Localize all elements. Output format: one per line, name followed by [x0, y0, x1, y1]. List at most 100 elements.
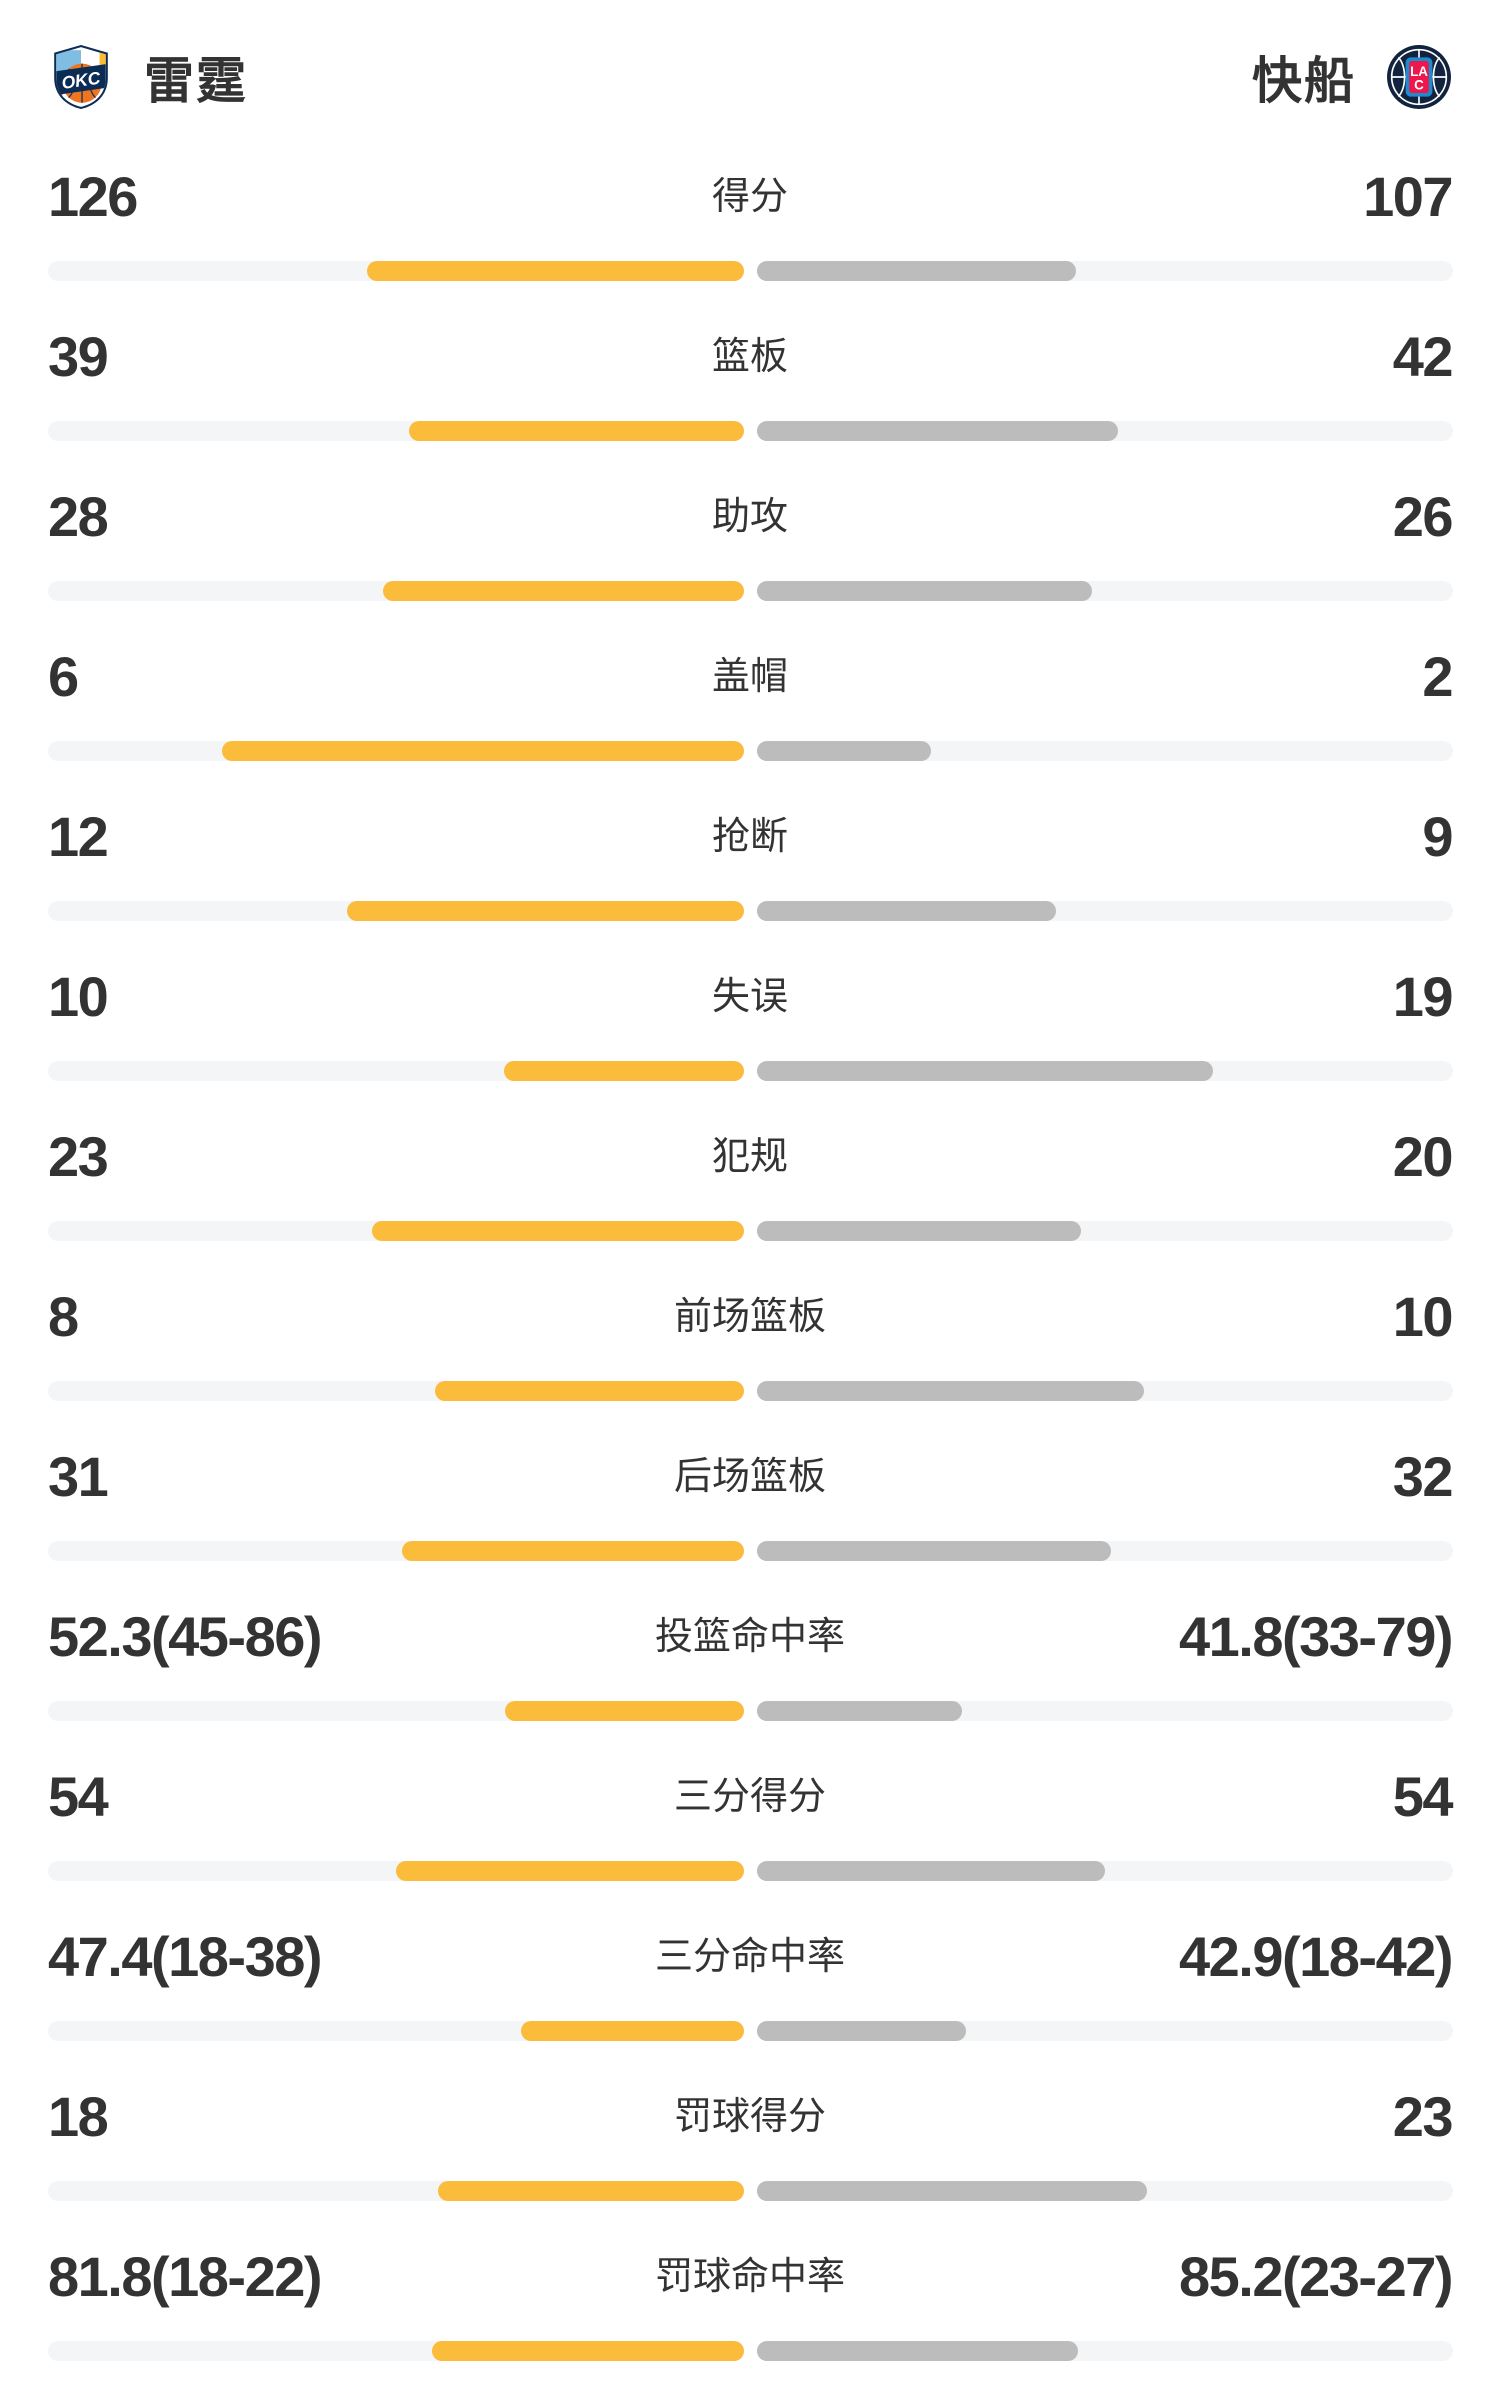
right-bar-track [757, 1221, 1453, 1241]
stat-right-value: 32 [1392, 1445, 1454, 1508]
stat-left-value: 54 [48, 1765, 109, 1828]
stat-label: 前场篮板 [673, 1296, 827, 1338]
right-bar-fill [757, 1861, 1105, 1881]
left-bar-fill [382, 581, 744, 601]
stat-row-fouls: 23 犯规 20 [0, 1090, 1500, 1250]
right-bar-fill [757, 581, 1092, 601]
right-bar-track [757, 1861, 1453, 1881]
left-bar-track [48, 1541, 744, 1561]
stat-row-field-goal-pct: 52.3(45-86) 投篮命中率 41.8(33-79) [0, 1570, 1500, 1730]
stat-left-value: 8 [48, 1285, 79, 1348]
stat-right-value: 85.2(23-27) [1178, 2245, 1454, 2308]
stat-right-value: 42.9(18-42) [1178, 1925, 1454, 1988]
left-bar-track [48, 1861, 744, 1881]
stat-right-value: 9 [1422, 805, 1453, 868]
left-bar-track [48, 581, 744, 601]
stat-row-turnovers: 10 失误 19 [0, 930, 1500, 1090]
left-bar-track [48, 261, 744, 281]
stat-right-value: 20 [1392, 1125, 1454, 1188]
stat-left-value: 81.8(18-22) [48, 2245, 323, 2308]
right-bar-track [757, 421, 1453, 441]
stat-label: 得分 [711, 176, 789, 218]
stat-row-defensive-rebounds: 31 后场篮板 32 [0, 1410, 1500, 1570]
left-bar-fill [432, 2341, 744, 2361]
stat-left-value: 47.4(18-38) [48, 1925, 323, 1988]
stat-label: 罚球得分 [673, 2096, 827, 2138]
right-bar-track [757, 901, 1453, 921]
right-bar-fill [757, 2021, 966, 2041]
la-clippers-logo-icon: LA C [1386, 44, 1452, 110]
stat-left-value: 52.3(45-86) [48, 1605, 323, 1668]
right-bar-fill [757, 1061, 1213, 1081]
left-bar-fill [438, 2181, 744, 2201]
team-left[interactable]: OKC 雷霆 [48, 41, 248, 113]
team-left-name: 雷霆 [144, 53, 248, 109]
stat-row-three-point-points: 54 三分得分 54 [0, 1730, 1500, 1890]
stat-row-rebounds: 39 篮板 42 [0, 290, 1500, 450]
stat-label: 篮板 [711, 336, 789, 378]
left-bar-fill [371, 1221, 744, 1241]
stat-row-assists: 28 助攻 26 [0, 450, 1500, 610]
stat-label: 犯规 [711, 1136, 789, 1178]
right-bar-track [757, 2021, 1453, 2041]
stat-right-value: 41.8(33-79) [1178, 1605, 1454, 1668]
stat-left-value: 31 [48, 1445, 109, 1508]
left-bar-fill [505, 1701, 744, 1721]
left-bar-track [48, 1221, 744, 1241]
stat-left-value: 23 [48, 1125, 109, 1188]
stat-label: 抢断 [711, 816, 789, 858]
okc-thunder-logo-icon: OKC [48, 44, 114, 110]
stat-right-value: 26 [1392, 485, 1454, 548]
right-bar-track [757, 1061, 1453, 1081]
right-bar-track [757, 1381, 1453, 1401]
right-bar-track [757, 261, 1453, 281]
stat-left-value: 12 [48, 805, 109, 868]
left-bar-track [48, 2181, 744, 2201]
stat-row-free-throw-points: 18 罚球得分 23 [0, 2050, 1500, 2210]
left-bar-fill [521, 2021, 744, 2041]
right-bar-fill [757, 1701, 963, 1721]
right-bar-track [757, 2341, 1453, 2361]
stat-label: 助攻 [711, 496, 789, 538]
stat-left-value: 28 [48, 485, 109, 548]
left-bar-track [48, 1701, 744, 1721]
right-bar-track [757, 741, 1453, 761]
match-header: OKC 雷霆 快船 LA C [0, 0, 1500, 130]
right-bar-track [757, 581, 1453, 601]
stats-comparison-list: 126 得分 107 39 篮板 42 [0, 130, 1500, 2370]
stat-label: 后场篮板 [673, 1456, 827, 1498]
left-bar-fill [409, 421, 744, 441]
stat-row-offensive-rebounds: 8 前场篮板 10 [0, 1250, 1500, 1410]
stat-row-points: 126 得分 107 [0, 130, 1500, 290]
stat-right-value: 23 [1392, 2085, 1454, 2148]
left-bar-fill [401, 1541, 744, 1561]
stat-right-value: 10 [1392, 1285, 1454, 1348]
left-bar-fill [346, 901, 744, 921]
left-bar-track [48, 741, 744, 761]
team-right-name: 快船 [1252, 53, 1356, 109]
left-bar-track [48, 2341, 744, 2361]
left-bar-fill [222, 741, 744, 761]
stat-right-value: 54 [1392, 1765, 1454, 1828]
stat-left-value: 10 [48, 965, 109, 1028]
stat-label: 失误 [711, 976, 789, 1018]
left-bar-track [48, 901, 744, 921]
stat-row-blocks: 6 盖帽 2 [0, 610, 1500, 770]
left-bar-track [48, 421, 744, 441]
left-bar-track [48, 1381, 744, 1401]
left-bar-fill [503, 1061, 744, 1081]
right-bar-fill [757, 1541, 1111, 1561]
stat-label: 三分命中率 [654, 1936, 846, 1978]
right-bar-track [757, 1541, 1453, 1561]
stat-right-value: 107 [1363, 165, 1453, 228]
team-right[interactable]: 快船 LA C [1252, 41, 1452, 113]
stat-label: 三分得分 [673, 1776, 827, 1818]
svg-text:LA: LA [1410, 64, 1428, 79]
left-bar-track [48, 2021, 744, 2041]
stat-left-value: 18 [48, 2085, 109, 2148]
stat-label: 投篮命中率 [654, 1616, 846, 1658]
left-bar-track [48, 1061, 744, 1081]
right-bar-track [757, 2181, 1453, 2201]
stat-row-free-throw-pct: 81.8(18-22) 罚球命中率 85.2(23-27) [0, 2210, 1500, 2370]
stat-left-value: 6 [48, 645, 79, 708]
